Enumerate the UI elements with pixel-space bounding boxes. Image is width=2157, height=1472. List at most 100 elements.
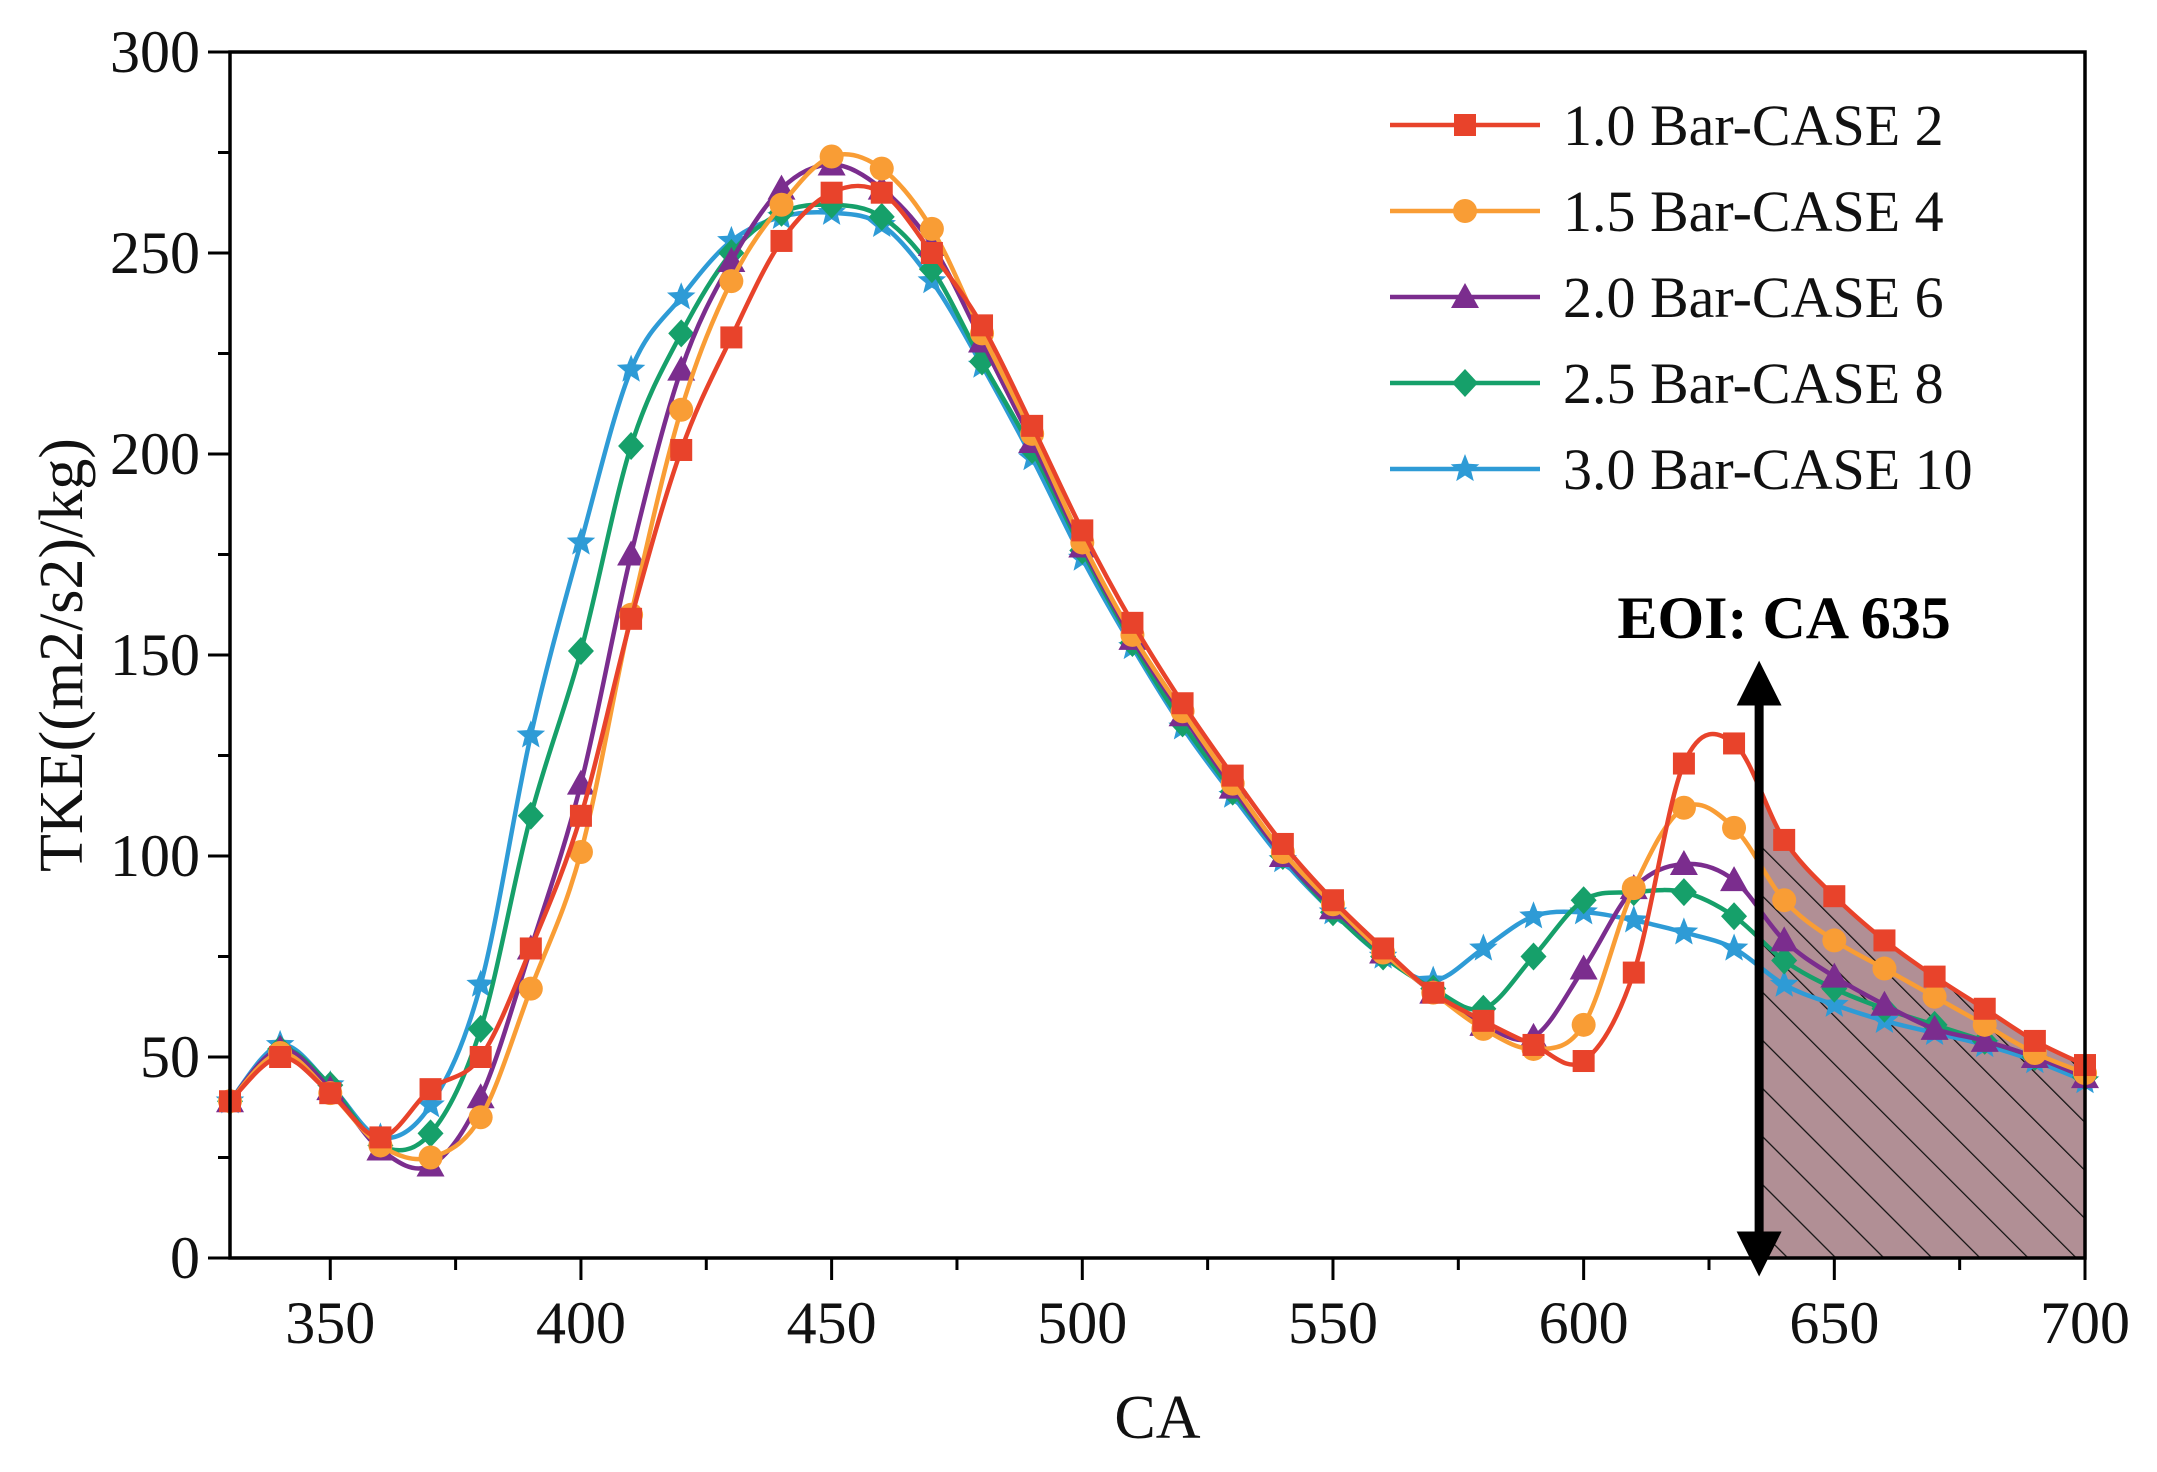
- data-point: [1723, 732, 1746, 755]
- data-point: [1720, 866, 1749, 892]
- data-point: [568, 839, 593, 864]
- x-tick-label: 600: [1539, 1290, 1629, 1356]
- data-point: [1572, 1050, 1595, 1073]
- data-point: [516, 720, 546, 748]
- data-point: [569, 804, 592, 827]
- data-point: [920, 242, 943, 264]
- data-point: [1922, 984, 1947, 1009]
- data-point: [1121, 611, 1144, 634]
- data-point: [1920, 1014, 1949, 1040]
- legend-label: 1.0 Bar-CASE 2: [1563, 93, 1944, 158]
- data-point: [617, 540, 646, 566]
- data-point: [1519, 901, 1548, 929]
- data-point: [1820, 962, 1849, 988]
- legend-marker: [1450, 454, 1480, 482]
- x-tick-label: 450: [787, 1290, 877, 1356]
- data-point: [417, 1119, 444, 1148]
- data-point: [869, 156, 894, 181]
- data-point: [668, 319, 695, 348]
- x-tick-label: 550: [1288, 1290, 1378, 1356]
- data-point: [2023, 1029, 2046, 1052]
- data-point: [1570, 886, 1597, 915]
- data-point: [769, 192, 794, 217]
- data-point: [468, 1105, 493, 1130]
- eoi-annotation: EOI: CA 635: [1617, 585, 1950, 651]
- data-point: [819, 144, 844, 169]
- data-point: [618, 431, 645, 460]
- data-point: [1569, 954, 1598, 980]
- data-point: [1472, 1009, 1495, 1032]
- data-point: [667, 282, 696, 310]
- data-point: [1372, 937, 1395, 960]
- data-point: [1669, 850, 1698, 876]
- y-tick-label: 150: [110, 622, 200, 688]
- data-point: [720, 326, 743, 349]
- data-point: [870, 181, 893, 204]
- data-point: [1469, 933, 1498, 961]
- data-point: [1970, 1026, 1999, 1052]
- legend-marker: [1454, 114, 1476, 136]
- data-point: [1520, 942, 1547, 971]
- y-tick-label: 250: [110, 220, 200, 286]
- data-point: [1271, 832, 1294, 855]
- legend-item: 3.0 Bar-CASE 10: [1390, 437, 1973, 502]
- data-point: [1171, 692, 1194, 715]
- data-point: [1071, 519, 1094, 542]
- data-point: [1719, 933, 1749, 961]
- legend-marker: [1452, 369, 1478, 397]
- data-point: [820, 181, 843, 204]
- data-point: [466, 969, 495, 997]
- data-point: [269, 1046, 292, 1068]
- legend-item: 2.0 Bar-CASE 6: [1390, 265, 1944, 330]
- x-tick-label: 500: [1037, 1290, 1127, 1356]
- data-point: [1670, 878, 1697, 907]
- series-layer: [215, 144, 2100, 1177]
- data-point: [1873, 929, 1896, 952]
- data-point: [519, 937, 542, 960]
- x-tick-label: 650: [1789, 1290, 1879, 1356]
- legend-label: 2.5 Bar-CASE 8: [1563, 351, 1944, 416]
- x-tick-label: 350: [285, 1290, 375, 1356]
- data-point: [1822, 928, 1847, 953]
- data-point: [1321, 889, 1344, 912]
- data-point: [1021, 414, 1044, 437]
- data-point: [667, 355, 696, 381]
- data-point: [1820, 989, 1849, 1017]
- data-point: [1823, 885, 1846, 908]
- data-point: [469, 1046, 492, 1068]
- data-point: [416, 1090, 445, 1118]
- data-point: [670, 438, 693, 461]
- data-point: [1923, 965, 1946, 988]
- data-point: [1722, 815, 1747, 840]
- legend-label: 3.0 Bar-CASE 10: [1563, 437, 1973, 502]
- data-point: [1769, 969, 1799, 997]
- data-point: [1872, 956, 1897, 981]
- data-point: [518, 976, 543, 1001]
- data-point: [669, 397, 694, 422]
- data-point: [1669, 917, 1699, 945]
- y-tick-label: 100: [110, 823, 200, 889]
- data-point: [1571, 1012, 1596, 1037]
- data-point: [1619, 905, 1648, 933]
- data-point: [1522, 1033, 1545, 1056]
- y-tick-label: 300: [110, 19, 200, 85]
- data-point: [719, 269, 744, 294]
- legend-marker: [1451, 283, 1479, 308]
- data-point: [566, 527, 596, 555]
- legend-item: 1.5 Bar-CASE 4: [1390, 179, 1944, 244]
- data-point: [919, 216, 944, 241]
- x-tick-label: 400: [536, 1290, 626, 1356]
- series-1: [219, 181, 2096, 1149]
- legend-marker: [1453, 199, 1477, 223]
- data-point: [1622, 961, 1645, 984]
- data-point: [517, 801, 544, 830]
- data-point: [971, 314, 994, 337]
- data-point: [467, 1014, 494, 1043]
- y-tick-label: 50: [140, 1024, 200, 1090]
- data-point: [918, 255, 945, 284]
- data-point: [1422, 981, 1445, 1004]
- data-point: [770, 229, 793, 252]
- data-point: [1671, 795, 1696, 820]
- data-point: [418, 1145, 443, 1170]
